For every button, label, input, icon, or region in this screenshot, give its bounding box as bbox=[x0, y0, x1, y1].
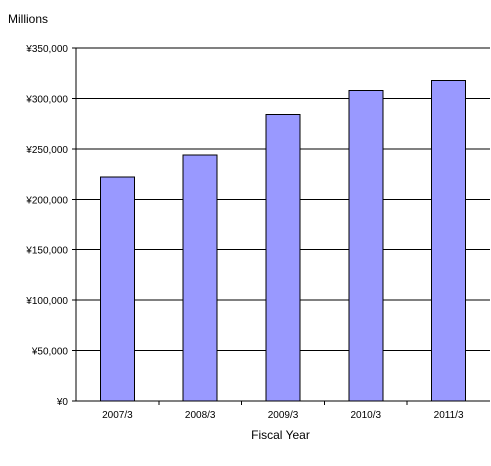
bar-2007-3 bbox=[99, 176, 135, 402]
y-tick-label: ¥0 bbox=[56, 397, 69, 408]
x-tick-label: 2010/3 bbox=[351, 410, 382, 421]
x-tick-label: 2008/3 bbox=[185, 410, 216, 421]
y-tick-label: ¥150,000 bbox=[25, 246, 68, 257]
x-tick-label: 2011/3 bbox=[434, 410, 464, 421]
y-tick-label: ¥100,000 bbox=[25, 296, 68, 307]
x-tick-label: 2007/3 bbox=[102, 410, 133, 421]
y-tick-label: ¥200,000 bbox=[25, 195, 68, 206]
y-tick-label: ¥300,000 bbox=[25, 94, 68, 105]
y-axis-units-label: Millions bbox=[8, 12, 49, 26]
y-tick-label: ¥250,000 bbox=[25, 145, 68, 156]
y-tick-label: ¥50,000 bbox=[31, 347, 69, 358]
bar-2011-3 bbox=[431, 79, 467, 402]
x-tick-label: 2009/3 bbox=[268, 410, 299, 421]
bar-2009-3 bbox=[265, 114, 301, 402]
bar-2008-3 bbox=[182, 154, 218, 402]
bar-2010-3 bbox=[348, 89, 384, 402]
y-tick-label: ¥350,000 bbox=[25, 44, 68, 55]
x-axis-title: Fiscal Year bbox=[251, 428, 310, 442]
